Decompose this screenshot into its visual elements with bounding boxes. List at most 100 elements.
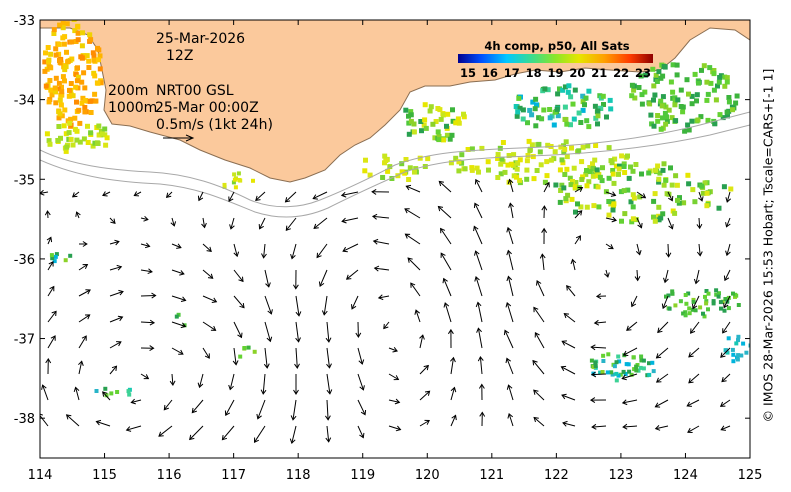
sst-pixel: [569, 145, 574, 151]
sst-pixel: [70, 93, 76, 99]
sst-pixel: [705, 91, 711, 97]
sst-pixel: [103, 142, 109, 148]
current-arrow: [109, 341, 122, 349]
sst-pixel: [716, 294, 721, 299]
sst-pixel: [571, 116, 577, 122]
sst-pixel: [573, 180, 579, 185]
sst-pixel: [598, 370, 603, 375]
sst-pixel: [516, 95, 522, 101]
current-arrow: [534, 331, 545, 349]
current-arrow: [388, 398, 401, 405]
sst-pixel: [699, 183, 705, 189]
sst-pixel: [474, 165, 480, 171]
sst-pixel: [673, 303, 678, 308]
sst-pixel: [104, 135, 110, 141]
current-arrow: [357, 425, 365, 439]
sst-pixel: [663, 177, 669, 183]
current-arrow: [294, 347, 300, 369]
sst-pixel: [704, 289, 709, 293]
sst-pixel: [88, 110, 94, 115]
current-arrow: [140, 242, 151, 249]
sst-pixel: [542, 86, 548, 92]
sst-pixel: [582, 102, 587, 108]
sst-pixel: [593, 360, 598, 365]
current-arrow: [505, 357, 514, 375]
sst-pixel: [730, 347, 735, 352]
current-arrow: [261, 243, 267, 259]
current-arrow: [388, 346, 398, 353]
sst-pixel: [562, 84, 568, 90]
sst-pixel: [724, 348, 729, 353]
sst-pixel: [734, 341, 739, 346]
sst-pixel: [499, 156, 505, 162]
sst-pixel: [704, 299, 709, 304]
current-arrow: [102, 391, 111, 401]
current-arrow: [40, 413, 49, 427]
sst-pixel: [561, 150, 567, 156]
sst-pixel: [52, 85, 58, 91]
sst-pixel: [425, 156, 431, 162]
sst-pixel: [601, 353, 606, 358]
current-arrow: [532, 359, 545, 375]
sst-pixel: [711, 299, 716, 304]
sst-pixel: [690, 307, 695, 312]
current-arrow: [657, 321, 669, 334]
sst-pixel: [642, 89, 648, 95]
sst-pixel: [511, 152, 517, 158]
sst-pixel: [238, 178, 243, 183]
current-arrow: [170, 217, 177, 227]
sst-pixel: [627, 369, 632, 374]
sst-pixel: [686, 181, 692, 187]
sst-pixel: [68, 81, 74, 86]
sst-pixel: [647, 361, 651, 366]
sst-pixel: [631, 87, 637, 93]
sst-pixel: [569, 196, 575, 202]
sst-pixel: [74, 99, 79, 105]
sst-pixel: [674, 72, 680, 78]
current-arrow: [634, 269, 641, 282]
sst-pixel: [565, 192, 571, 198]
sst-pixel: [461, 114, 467, 120]
sst-pixel: [238, 354, 243, 359]
sst-pixel: [656, 176, 662, 182]
sst-pixel: [622, 211, 628, 217]
sst-pixel: [579, 177, 585, 182]
sst-pixel: [567, 175, 573, 181]
sst-pixel: [412, 169, 417, 175]
sst-pixel: [656, 69, 662, 75]
current-arrow: [357, 399, 367, 416]
sst-pixel: [498, 161, 504, 167]
current-arrow: [109, 289, 124, 297]
sst-pixel: [557, 86, 562, 92]
sst-pixel: [96, 123, 102, 129]
sst-pixel: [444, 132, 450, 138]
sst-pixel: [436, 134, 442, 139]
sst-pixel: [51, 31, 57, 36]
sst-pixel: [558, 188, 564, 193]
current-arrow: [723, 295, 731, 309]
current-arrow: [197, 373, 204, 389]
sst-pixel: [693, 308, 698, 313]
sst-pixel: [441, 137, 446, 143]
sst-pixel: [584, 183, 590, 189]
current-arrow: [351, 295, 359, 310]
sst-pixel: [583, 95, 589, 101]
sst-pixel: [60, 25, 66, 31]
current-arrow: [440, 252, 452, 271]
sst-pixel: [406, 177, 412, 182]
current-arrow: [371, 188, 390, 195]
sst-pixel: [595, 113, 601, 119]
current-arrow: [326, 373, 333, 395]
current-arrow: [621, 399, 638, 406]
lon-tick-label: 114: [28, 468, 53, 483]
sst-pixel: [730, 107, 735, 113]
current-arrow: [474, 275, 483, 297]
current-arrow: [388, 373, 400, 381]
current-arrow: [233, 321, 243, 339]
lat-tick-label: -34: [14, 94, 35, 109]
current-arrow: [264, 295, 273, 315]
sst-pixel: [736, 338, 740, 343]
product-time-label: 25-Mar 00:00Z: [155, 100, 259, 116]
sst-pixel: [676, 200, 682, 206]
sst-pixel: [222, 185, 227, 189]
